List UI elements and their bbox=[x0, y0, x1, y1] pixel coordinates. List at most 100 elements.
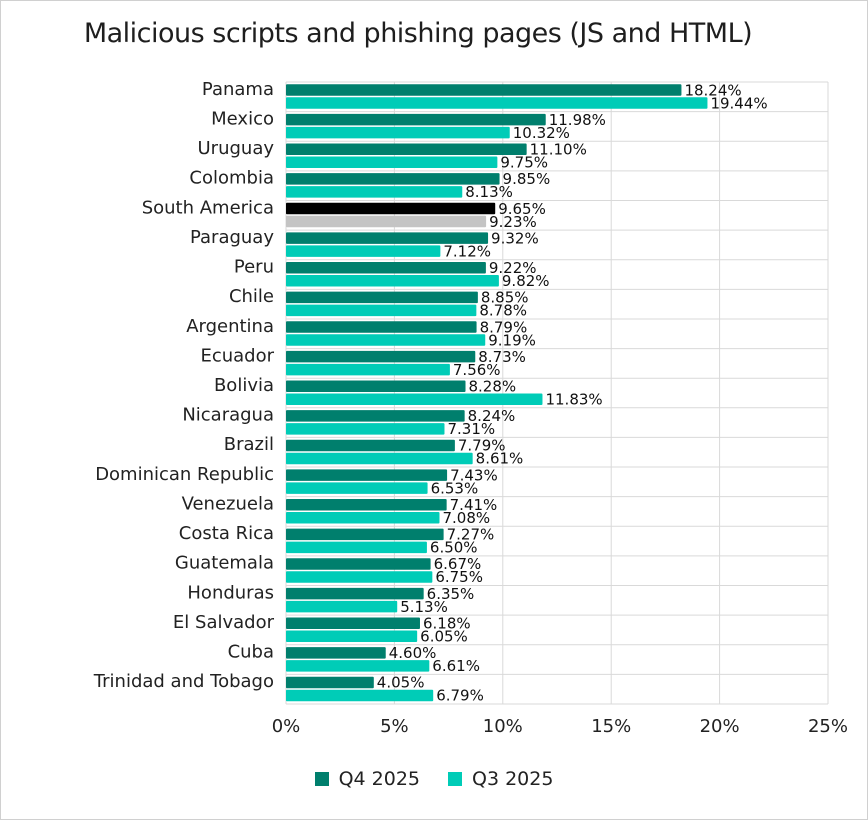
category-label: Panama bbox=[202, 79, 274, 100]
bar-q3 bbox=[286, 97, 708, 109]
bar-q4 bbox=[286, 143, 527, 156]
category-label: Peru bbox=[234, 257, 274, 278]
data-label-q3: 7.12% bbox=[443, 242, 491, 260]
bar-q3 bbox=[286, 215, 487, 228]
bar-q3 bbox=[286, 482, 428, 494]
data-label-q3: 9.19% bbox=[488, 331, 536, 349]
data-label-q3: 6.53% bbox=[431, 479, 479, 497]
data-label-q3: 9.75% bbox=[500, 154, 548, 172]
legend-item-q3: Q3 2025 bbox=[448, 768, 553, 790]
bar-q3 bbox=[286, 511, 440, 524]
x-tick-label: 5% bbox=[380, 716, 409, 737]
category-label: Brazil bbox=[224, 434, 274, 455]
bar-q4 bbox=[286, 469, 448, 481]
data-label-q4: 9.32% bbox=[491, 229, 539, 247]
bar-q4 bbox=[286, 113, 546, 126]
bar-q4 bbox=[286, 647, 386, 659]
bar-q4 bbox=[286, 350, 476, 363]
bar-q3 bbox=[286, 245, 441, 257]
category-label: Dominican Republic bbox=[95, 464, 274, 485]
data-label-q3: 9.23% bbox=[489, 213, 537, 231]
legend-item-q4: Q4 2025 bbox=[314, 768, 420, 790]
legend-swatch-q3 bbox=[448, 772, 462, 786]
data-label-q4: 6.67% bbox=[434, 555, 482, 573]
bar-q4 bbox=[286, 587, 424, 600]
data-label-q4: 7.27% bbox=[447, 526, 495, 544]
data-label-q3: 6.61% bbox=[432, 657, 480, 675]
bar-q4 bbox=[286, 173, 500, 185]
category-label: Trinidad and Tobago bbox=[93, 671, 274, 692]
data-label-q3: 7.08% bbox=[442, 509, 490, 527]
data-label-q4: 9.65% bbox=[498, 200, 546, 218]
category-label: Bolivia bbox=[214, 375, 274, 396]
data-label-q3: 7.56% bbox=[453, 361, 501, 379]
bar-q4 bbox=[286, 410, 465, 422]
data-label-q3: 6.05% bbox=[420, 627, 468, 645]
category-label: Chile bbox=[229, 286, 274, 307]
data-label-q4: 6.35% bbox=[427, 585, 475, 603]
bar-q3 bbox=[286, 334, 486, 346]
legend-swatch-q4 bbox=[314, 772, 329, 786]
x-tick-label: 20% bbox=[700, 716, 740, 737]
data-label-q4: 4.60% bbox=[389, 644, 437, 662]
bar-q4 bbox=[286, 676, 374, 689]
category-label: Ecuador bbox=[200, 345, 274, 366]
bar-q3 bbox=[286, 186, 463, 198]
legend-label-q4: Q4 2025 bbox=[338, 768, 420, 790]
data-label-q3: 8.61% bbox=[476, 450, 524, 468]
bar-q3 bbox=[286, 126, 510, 139]
category-label: Mexico bbox=[211, 108, 274, 129]
data-label-q3: 6.50% bbox=[430, 539, 478, 557]
category-label: El Salvador bbox=[173, 612, 275, 633]
bar-chart: 0% 5% 10% 15% 20% 25% Panama 18.24%19.44% Mexico… bbox=[93, 79, 848, 737]
data-label-q3: 10.32% bbox=[513, 124, 570, 142]
category-label: Costa Rica bbox=[179, 523, 274, 544]
bar-q3 bbox=[286, 541, 427, 554]
data-label-q3: 11.83% bbox=[545, 391, 602, 409]
bar-q3 bbox=[286, 689, 434, 702]
bar-q3 bbox=[286, 304, 477, 317]
category-label: Nicaragua bbox=[182, 405, 274, 426]
data-label-q3: 6.79% bbox=[436, 687, 484, 705]
data-label-q4: 9.22% bbox=[489, 259, 537, 277]
bar-q3 bbox=[286, 393, 543, 405]
data-label-q4: 11.98% bbox=[549, 111, 606, 129]
data-label-q3: 8.78% bbox=[479, 302, 527, 320]
legend: Q4 2025 Q3 2025 bbox=[0, 768, 868, 790]
bar-q4 bbox=[286, 291, 478, 304]
data-label-q3: 19.44% bbox=[710, 94, 767, 112]
data-label-q4: 7.43% bbox=[450, 466, 498, 484]
bar-q3 bbox=[286, 423, 445, 435]
bar-q4 bbox=[286, 528, 444, 541]
x-tick-label: 0% bbox=[272, 716, 301, 737]
category-label: Uruguay bbox=[198, 138, 275, 159]
data-label-q4: 11.10% bbox=[530, 141, 587, 159]
data-label-q4: 8.28% bbox=[469, 378, 517, 396]
category-label: Argentina bbox=[186, 316, 274, 337]
data-label-q4: 9.85% bbox=[503, 170, 551, 188]
data-label-q3: 6.75% bbox=[435, 568, 483, 586]
bar-q3 bbox=[286, 600, 398, 613]
data-label-q4: 7.79% bbox=[458, 437, 506, 455]
bar-q4 bbox=[286, 558, 431, 570]
data-label-q3: 9.82% bbox=[502, 272, 550, 290]
category-label: South America bbox=[142, 197, 274, 218]
data-label-q4: 7.41% bbox=[450, 496, 498, 514]
bar-q3 bbox=[286, 156, 498, 169]
bar-q4 bbox=[286, 321, 477, 333]
category-label: Guatemala bbox=[175, 553, 274, 574]
data-label-q4: 8.24% bbox=[468, 407, 516, 425]
bar-q3 bbox=[286, 275, 499, 287]
data-label-q4: 8.79% bbox=[480, 318, 528, 336]
category-label: Paraguay bbox=[190, 227, 274, 248]
chart-title: Malicious scripts and phishing pages (JS… bbox=[83, 18, 753, 49]
bar-q4 bbox=[286, 262, 486, 274]
data-label-q4: 6.18% bbox=[423, 614, 471, 632]
bar-q3 bbox=[286, 363, 450, 376]
legend-label-q3: Q3 2025 bbox=[472, 768, 554, 790]
category-label: Venezuela bbox=[182, 493, 274, 514]
category-label: Cuba bbox=[228, 642, 274, 663]
x-tick-label: 10% bbox=[483, 716, 523, 737]
bar-q4 bbox=[286, 380, 466, 392]
data-label-q3: 7.31% bbox=[447, 420, 495, 438]
